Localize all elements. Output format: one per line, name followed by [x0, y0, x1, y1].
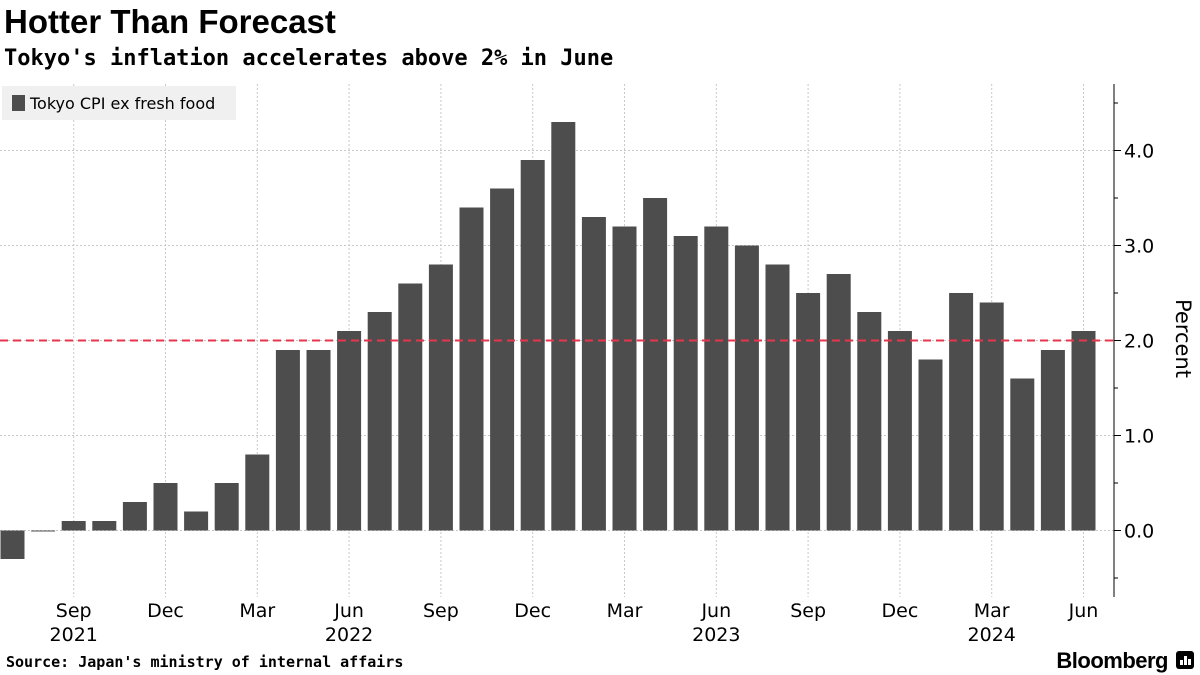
bar-dec-2023	[887, 331, 912, 531]
bar-mar-2022	[245, 454, 270, 531]
y-tick-label-4: 4.0	[1124, 141, 1154, 163]
bar-jun-2022	[337, 331, 362, 531]
bar-dec-2022	[520, 160, 545, 531]
bar-nov-2022	[490, 188, 515, 531]
bar-oct-2023	[826, 274, 851, 531]
x-tick-label-month: Jun	[700, 600, 731, 622]
bar-jul-2022	[367, 312, 392, 531]
x-tick-label-month: Dec	[514, 600, 551, 622]
bar-feb-2023	[581, 217, 606, 531]
bar-jun-2024	[1071, 331, 1096, 531]
bloomberg-terminal-icon	[1176, 651, 1194, 669]
source-note: Source: Japan's ministry of internal aff…	[6, 653, 404, 671]
bar-jul-2021	[0, 530, 25, 559]
bar-feb-2022	[214, 483, 239, 531]
bar-nov-2021	[122, 502, 147, 531]
bar-mar-2023	[612, 226, 637, 531]
bar-may-2024	[1040, 350, 1065, 531]
bar-aug-2021	[31, 530, 56, 532]
bar-nov-2023	[857, 312, 882, 531]
y-tick-label-3: 3.0	[1124, 236, 1154, 258]
chart-title: Hotter Than Forecast	[4, 3, 336, 40]
bar-apr-2023	[643, 198, 668, 531]
bar-aug-2022	[398, 283, 423, 531]
x-tick-label-month: Jun	[333, 600, 364, 622]
x-tick-label-month: Sep	[56, 600, 92, 622]
legend: Tokyo CPI ex fresh food	[2, 86, 236, 120]
x-tick-label-month: Sep	[423, 600, 459, 622]
bar-may-2023	[673, 236, 698, 531]
x-tick-label-month: Mar	[239, 600, 275, 622]
y-axis-label: Percent	[1171, 299, 1195, 378]
bar-sep-2021	[61, 521, 86, 531]
bar-oct-2021	[92, 521, 117, 531]
bar-dec-2021	[153, 483, 178, 531]
x-tick-label-year: 2021	[50, 624, 98, 646]
x-tick-label-year: 2022	[325, 624, 373, 646]
bar-may-2022	[306, 350, 331, 531]
y-tick-label-2: 2.0	[1124, 331, 1154, 353]
bar-oct-2022	[459, 207, 484, 531]
bar-apr-2024	[1010, 378, 1035, 531]
y-tick-label-1: 1.0	[1124, 426, 1154, 448]
brand-logo: Bloomberg	[1056, 648, 1168, 673]
bar-jul-2023	[734, 245, 759, 531]
x-tick-label-year: 2024	[968, 624, 1016, 646]
bar-feb-2024	[949, 293, 974, 531]
x-tick-label-month: Sep	[790, 600, 826, 622]
x-tick-label-month: Mar	[607, 600, 643, 622]
legend-label: Tokyo CPI ex fresh food	[30, 93, 216, 113]
chart-subtitle: Tokyo's inflation accelerates above 2% i…	[4, 46, 614, 71]
x-tick-label-month: Dec	[882, 600, 919, 622]
bar-jan-2023	[551, 122, 576, 531]
bar-mar-2024	[979, 302, 1004, 531]
bar-apr-2022	[275, 350, 300, 531]
legend-swatch	[12, 95, 25, 111]
x-tick-label-year: 2023	[692, 624, 740, 646]
x-tick-label-month: Jun	[1068, 600, 1099, 622]
bar-sep-2022	[428, 264, 453, 531]
y-tick-label-0: 0.0	[1124, 521, 1154, 543]
bar-jan-2022	[184, 511, 209, 531]
x-tick-label-month: Dec	[147, 600, 184, 622]
bar-sep-2023	[796, 293, 821, 531]
bar-jan-2024	[918, 359, 943, 531]
x-tick-label-month: Mar	[974, 600, 1010, 622]
bar-aug-2023	[765, 264, 790, 531]
bar-jun-2023	[704, 226, 729, 531]
